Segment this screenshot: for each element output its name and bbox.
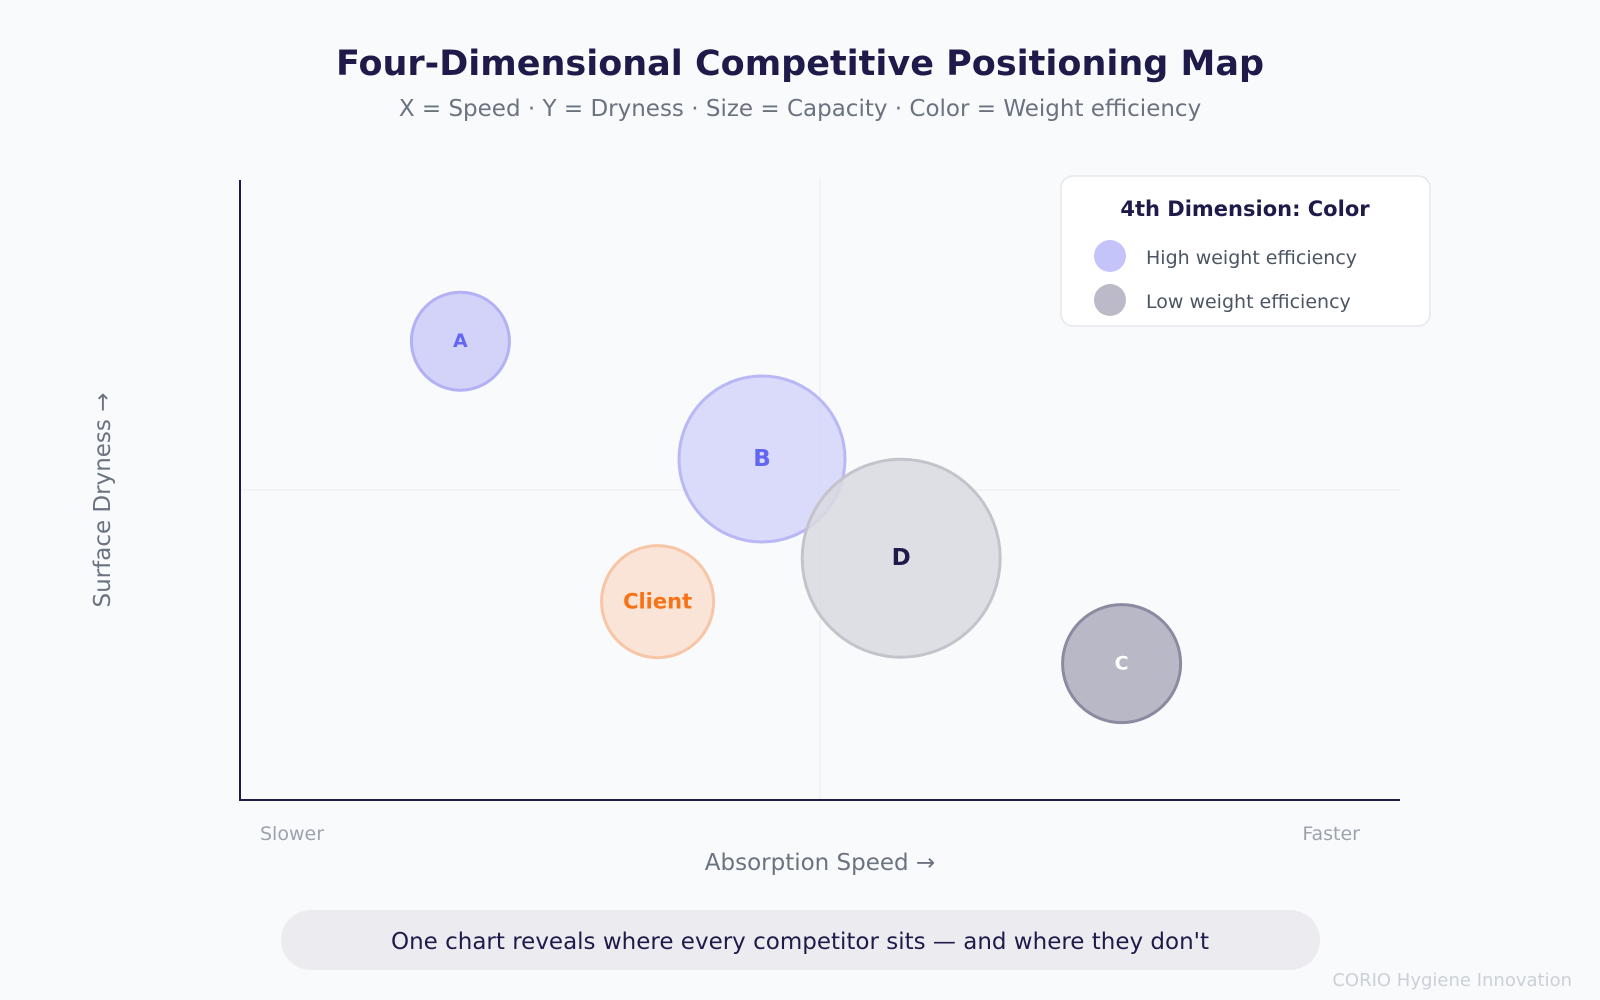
bubble-circle-client <box>600 544 716 660</box>
x-axis-high-label: Faster <box>1302 823 1360 845</box>
bubble-b: B <box>677 374 847 544</box>
x-axis-title: Absorption Speed → <box>705 850 936 876</box>
y-axis-title: Surface Dryness → <box>90 393 116 608</box>
chart-title: Four-Dimensional Competitive Positioning… <box>336 44 1264 84</box>
bubble-circle-b <box>677 374 847 544</box>
chart-subtitle: X = Speed · Y = Dryness · Size = Capacit… <box>399 96 1201 122</box>
legend-box <box>1060 175 1431 327</box>
bubble-circle-d <box>800 457 1002 659</box>
bubble-circle-c <box>1061 603 1183 725</box>
bubble-label-d: D <box>892 545 911 571</box>
caption-pill <box>281 910 1320 970</box>
bubble-label-b: B <box>753 446 771 472</box>
bubble-label-client: Client <box>623 590 692 614</box>
bubble-c: C <box>1061 603 1183 725</box>
bubble-a: A <box>409 290 511 392</box>
caption-text: One chart reveals where every competitor… <box>391 929 1209 955</box>
bubble-label-a: A <box>453 330 468 352</box>
legend-label-low: Low weight efficiency <box>1146 291 1351 313</box>
plot-area: A B Client D C <box>239 180 1400 801</box>
bubble-label-c: C <box>1115 653 1129 675</box>
footer-brand: CORIO Hygiene Innovation <box>1332 970 1572 991</box>
legend-swatch-high <box>1094 240 1126 272</box>
legend: 4th Dimension: Color High weight efficie… <box>1060 175 1431 327</box>
legend-title: 4th Dimension: Color <box>1120 197 1370 221</box>
legend-swatch-low <box>1094 284 1126 316</box>
legend-label-high: High weight efficiency <box>1146 247 1357 269</box>
bubble-d: D <box>800 457 1002 659</box>
bubble-group: A B Client D C <box>409 290 1183 725</box>
bubble-circle-a <box>409 290 511 392</box>
bubble-client: Client <box>600 544 716 660</box>
x-axis-low-label: Slower <box>260 823 324 845</box>
